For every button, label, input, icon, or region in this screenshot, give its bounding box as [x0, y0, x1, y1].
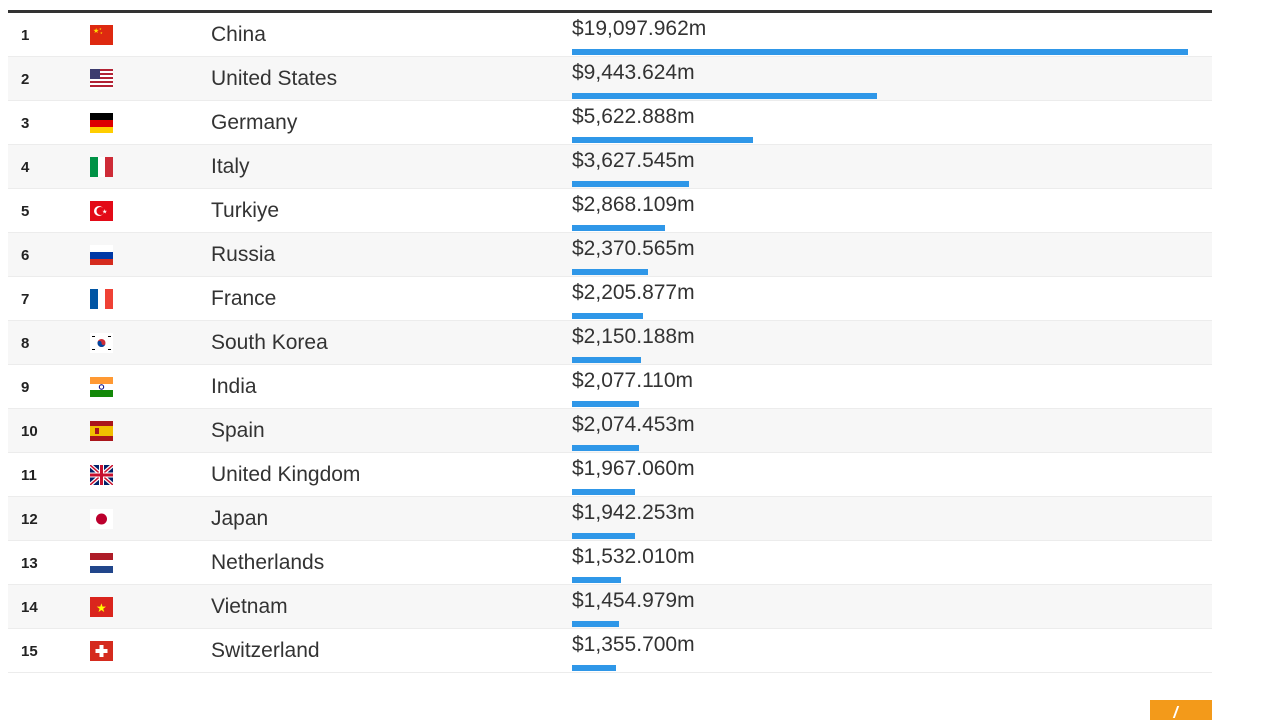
value-label: $5,622.888m [572, 105, 695, 128]
rank-number: 2 [21, 71, 30, 88]
country-name: Japan [211, 507, 269, 530]
value-bar [572, 137, 753, 143]
value-bar [572, 225, 665, 231]
vietnam-flag-icon: ★ [90, 597, 113, 617]
country-name: India [211, 375, 257, 398]
rank-number: 12 [21, 511, 38, 528]
value-bar [572, 401, 639, 407]
ranking-table: 1 ★ ★ ★ China $19,097.962m 2 United States $9,44… [8, 10, 1212, 673]
france-flag-icon [90, 289, 113, 309]
svg-text:★: ★ [93, 27, 99, 35]
table-row: 11 United Kingdom $1,967.060m [8, 453, 1212, 497]
value-label: $19,097.962m [572, 17, 707, 40]
value-label: $1,454.979m [572, 589, 695, 612]
value-label: $1,942.253m [572, 501, 695, 524]
value-bar [572, 313, 643, 319]
table-row: 15 Switzerland $1,355.700m [8, 629, 1212, 673]
united-kingdom-flag-icon [90, 465, 113, 485]
value-bar [572, 621, 619, 627]
country-name: China [211, 23, 266, 46]
table-row: 1 ★ ★ ★ China $19,097.962m [8, 13, 1212, 57]
rank-number: 11 [21, 467, 37, 484]
table-row: 10 Spain $2,074.453m [8, 409, 1212, 453]
china-flag-icon: ★ ★ ★ [90, 25, 113, 45]
value-bar [572, 577, 621, 583]
rank-number: 9 [21, 379, 30, 396]
spain-flag-icon [90, 421, 113, 441]
value-bar [572, 357, 641, 363]
svg-text:★: ★ [96, 601, 107, 615]
country-name: Vietnam [211, 595, 288, 618]
country-name: South Korea [211, 331, 328, 354]
turkiye-flag-icon: ★ [90, 201, 113, 221]
country-name: Italy [211, 155, 250, 178]
rank-number: 1 [21, 27, 30, 44]
value-bar [572, 665, 616, 671]
value-label: $2,370.565m [572, 237, 695, 260]
table-row: 4 Italy $3,627.545m [8, 145, 1212, 189]
value-bar [572, 489, 635, 495]
value-label: $2,077.110m [572, 369, 694, 392]
value-label: $1,355.700m [572, 633, 695, 656]
rank-number: 15 [21, 643, 38, 660]
country-name: Germany [211, 111, 298, 134]
table-row: 2 United States $9,443.624m [8, 57, 1212, 101]
rank-number: 4 [21, 159, 30, 176]
value-bar [572, 49, 1188, 55]
switzerland-flag-icon [90, 641, 113, 661]
table-row: 6 Russia $2,370.565m [8, 233, 1212, 277]
italy-flag-icon [90, 157, 113, 177]
japan-flag-icon [90, 509, 113, 529]
country-name: Spain [211, 419, 265, 442]
table-row: 5 ★ Turkiye $2,868.109m [8, 189, 1212, 233]
value-label: $2,205.877m [572, 281, 695, 304]
value-label: $9,443.624m [572, 61, 695, 84]
svg-text:★: ★ [102, 209, 107, 216]
table-row: 12 Japan $1,942.253m [8, 497, 1212, 541]
rank-number: 6 [21, 247, 30, 264]
table-row: 9 India $2,077.110m [8, 365, 1212, 409]
value-bar [572, 533, 635, 539]
table-row: 14 ★ Vietnam $1,454.979m [8, 585, 1212, 629]
table-row: 3 Germany $5,622.888m [8, 101, 1212, 145]
rank-number: 10 [21, 423, 38, 440]
rank-number: 3 [21, 115, 30, 132]
value-bar [572, 93, 877, 99]
svg-text:★: ★ [100, 31, 103, 35]
value-bar [572, 445, 639, 451]
germany-flag-icon [90, 113, 113, 133]
rank-number: 13 [21, 555, 38, 572]
value-label: $1,967.060m [572, 457, 695, 480]
rank-number: 7 [21, 291, 30, 308]
country-name: Russia [211, 243, 276, 266]
rank-number: 14 [21, 599, 38, 616]
russia-flag-icon [90, 245, 113, 265]
india-flag-icon [90, 377, 113, 397]
table-row: 7 France $2,205.877m [8, 277, 1212, 321]
united-states-flag-icon [90, 69, 113, 89]
value-label: $1,532.010m [572, 545, 695, 568]
country-name: Switzerland [211, 639, 320, 662]
country-name: Turkiye [211, 199, 280, 222]
south-korea-flag-icon [90, 333, 113, 353]
country-name: Netherlands [211, 551, 325, 574]
value-bar [572, 181, 689, 187]
country-name: United States [211, 67, 338, 90]
rank-number: 8 [21, 335, 30, 352]
country-name: France [211, 287, 277, 310]
value-label: $3,627.545m [572, 149, 695, 172]
svg-text:★: ★ [99, 27, 102, 31]
table-row: 13 Netherlands $1,532.010m [8, 541, 1212, 585]
value-label: $2,868.109m [572, 193, 695, 216]
value-label: $2,150.188m [572, 325, 695, 348]
rank-number: 5 [21, 203, 30, 220]
value-bar [572, 269, 648, 275]
netherlands-flag-icon [90, 553, 113, 573]
value-label: $2,074.453m [572, 413, 695, 436]
corner-badge-button[interactable] [1150, 700, 1212, 720]
share-icon [1172, 706, 1190, 718]
table-row: 8 South Korea $2,150.188m [8, 321, 1212, 365]
country-name: United Kingdom [211, 463, 361, 486]
